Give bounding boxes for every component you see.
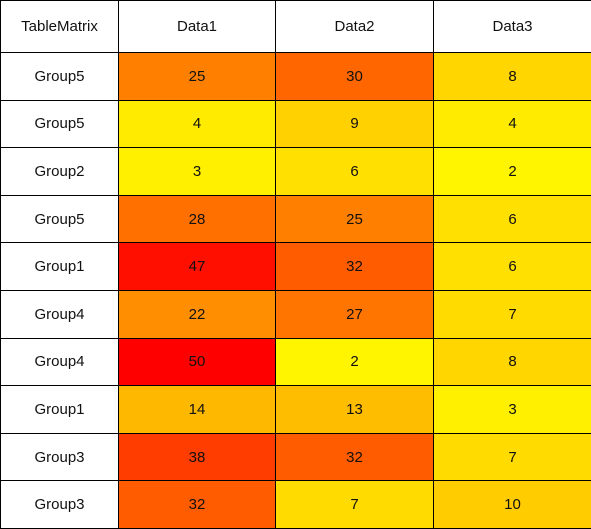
row-label: Group3 bbox=[1, 433, 119, 481]
heat-cell: 7 bbox=[434, 433, 591, 481]
heat-cell: 32 bbox=[276, 433, 434, 481]
row-label: Group3 bbox=[1, 481, 119, 529]
column-header: Data2 bbox=[276, 1, 434, 53]
row-label: Group4 bbox=[1, 290, 119, 338]
heat-cell: 8 bbox=[434, 53, 591, 101]
row-label: Group5 bbox=[1, 195, 119, 243]
row-label: Group1 bbox=[1, 243, 119, 291]
heat-cell: 6 bbox=[276, 148, 434, 196]
heat-cell: 6 bbox=[434, 195, 591, 243]
heat-cell: 22 bbox=[119, 290, 276, 338]
heat-cell: 9 bbox=[276, 100, 434, 148]
heat-cell: 3 bbox=[119, 148, 276, 196]
heat-cell: 2 bbox=[276, 338, 434, 386]
heat-cell: 25 bbox=[276, 195, 434, 243]
heat-cell: 4 bbox=[119, 100, 276, 148]
heat-cell: 7 bbox=[434, 290, 591, 338]
heat-cell: 6 bbox=[434, 243, 591, 291]
header-row: TableMatrix Data1 Data2 Data3 bbox=[1, 1, 591, 53]
heat-cell: 50 bbox=[119, 338, 276, 386]
heat-cell: 25 bbox=[119, 53, 276, 101]
heat-cell: 28 bbox=[119, 195, 276, 243]
heat-cell: 4 bbox=[434, 100, 591, 148]
heat-cell: 32 bbox=[119, 481, 276, 529]
heat-cell: 32 bbox=[276, 243, 434, 291]
column-header: Data1 bbox=[119, 1, 276, 53]
corner-header: TableMatrix bbox=[1, 1, 119, 53]
column-header: Data3 bbox=[434, 1, 591, 53]
row-label: Group1 bbox=[1, 386, 119, 434]
heat-cell: 47 bbox=[119, 243, 276, 291]
row-label: Group4 bbox=[1, 338, 119, 386]
row-label: Group5 bbox=[1, 100, 119, 148]
heat-cell: 13 bbox=[276, 386, 434, 434]
heat-cell: 2 bbox=[434, 148, 591, 196]
heat-cell: 3 bbox=[434, 386, 591, 434]
heat-cell: 8 bbox=[434, 338, 591, 386]
heat-cell: 7 bbox=[276, 481, 434, 529]
heat-cell: 27 bbox=[276, 290, 434, 338]
heat-cell: 10 bbox=[434, 481, 591, 529]
row-label: Group5 bbox=[1, 53, 119, 101]
row-label: Group2 bbox=[1, 148, 119, 196]
heat-cell: 14 bbox=[119, 386, 276, 434]
heat-cell: 38 bbox=[119, 433, 276, 481]
heat-cell: 30 bbox=[276, 53, 434, 101]
